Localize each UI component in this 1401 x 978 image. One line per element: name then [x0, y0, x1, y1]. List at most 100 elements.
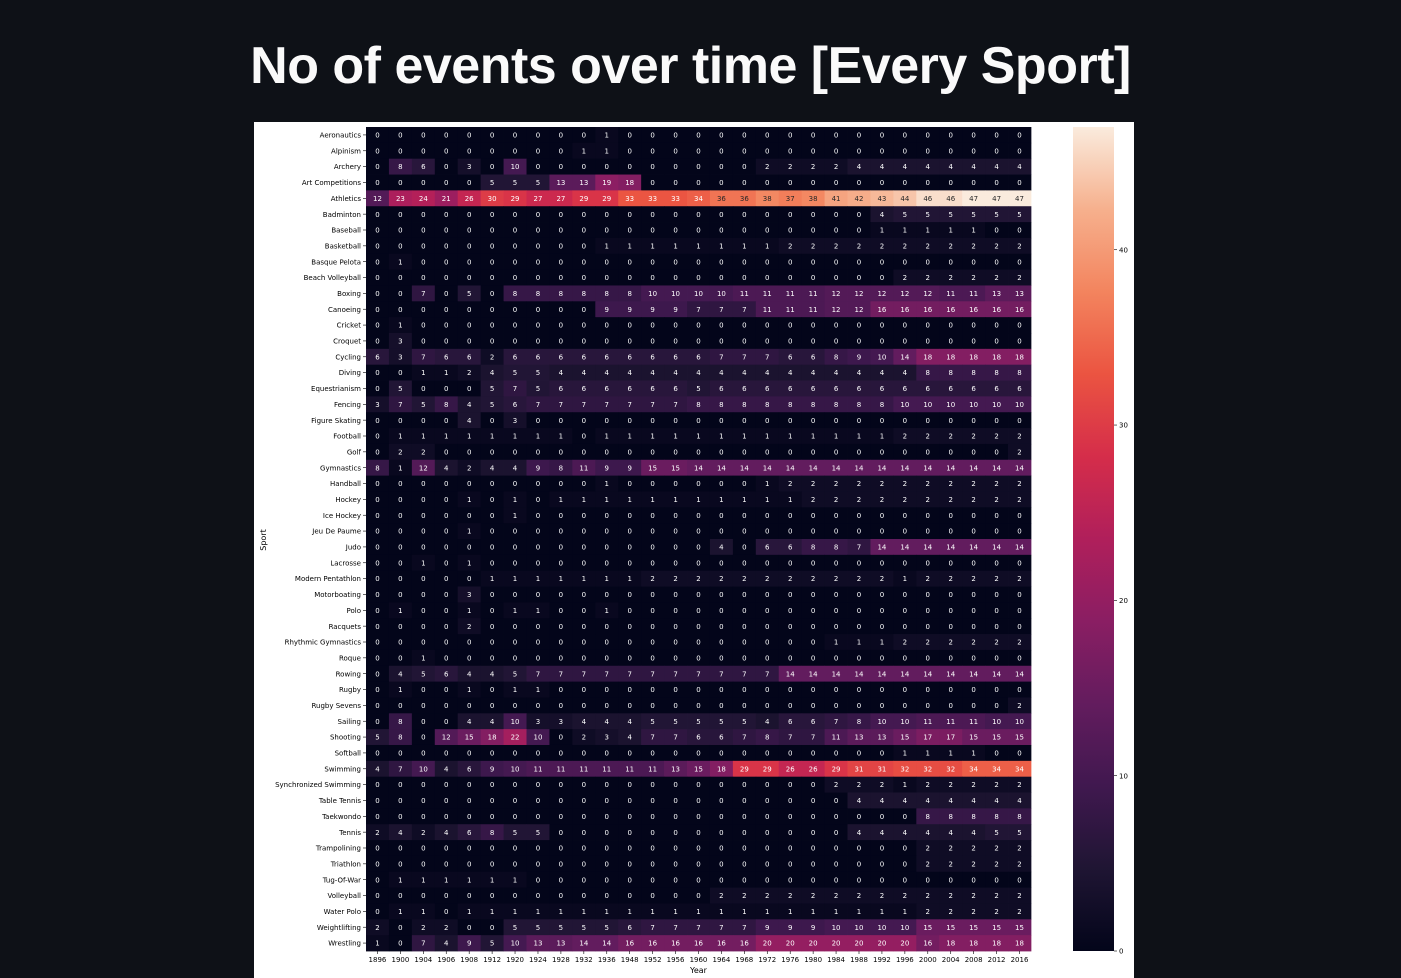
cell-value-label: 1 [398, 686, 402, 694]
heatmap-cell [549, 222, 573, 239]
cell-value-label: 0 [375, 575, 379, 583]
heatmap-cell [549, 744, 573, 762]
cell-value-label: 0 [719, 654, 723, 662]
heatmap-cell [687, 269, 711, 286]
cell-value-label: 0 [696, 750, 700, 758]
heatmap-cell [732, 776, 757, 793]
heatmap-cell [549, 396, 573, 413]
cell-value-label: 4 [994, 797, 999, 805]
cell-value-label: 0 [765, 227, 769, 235]
cell-value-label: 13 [671, 765, 680, 773]
heatmap-cell [1008, 491, 1032, 508]
cell-value-label: 7 [673, 734, 677, 742]
heatmap-cell [641, 412, 665, 429]
cell-value-label: 0 [673, 750, 677, 758]
heatmap-cell [595, 792, 619, 809]
cell-value-label: 2 [948, 845, 952, 853]
cell-value-label: 11 [579, 765, 588, 773]
heatmap-cell [434, 570, 459, 587]
heatmap-cell [939, 428, 963, 445]
heatmap-cell [572, 602, 596, 619]
heatmap-cell [985, 237, 1009, 255]
heatmap-cell [939, 570, 963, 587]
heatmap-cell [434, 428, 459, 445]
heatmap-cell [916, 887, 940, 904]
cell-value-label: 7 [834, 718, 838, 726]
cell-value-label: 1 [467, 607, 471, 615]
heatmap-cell [985, 507, 1009, 524]
heatmap-cell [572, 634, 596, 651]
heatmap-cell [985, 602, 1009, 619]
cell-value-label: 0 [375, 559, 379, 567]
heatmap-cell [709, 269, 734, 286]
heatmap-cell [457, 317, 482, 334]
heatmap-cell [595, 158, 619, 175]
cell-value-label: 0 [880, 559, 884, 567]
cell-value-label: 0 [467, 512, 471, 520]
x-tick-label: 2004 [942, 956, 960, 964]
cell-value-label: 0 [444, 797, 448, 805]
heatmap-cell [641, 364, 665, 381]
heatmap-cell [687, 840, 711, 857]
heatmap-cell [366, 744, 390, 762]
heatmap-cell [893, 142, 917, 160]
heatmap-cell [618, 539, 642, 556]
cell-value-label: 7 [742, 353, 746, 361]
heatmap-cell [847, 602, 871, 619]
cell-value-label: 0 [834, 654, 838, 662]
heatmap-cell [595, 396, 619, 413]
heatmap-cell [503, 364, 527, 381]
heatmap-cell [732, 744, 757, 762]
heatmap-cell [388, 475, 413, 492]
cell-value-label: 0 [765, 528, 769, 536]
cell-value-label: 0 [444, 686, 448, 694]
cell-value-label: 1 [490, 575, 494, 583]
heatmap-cell [687, 729, 711, 746]
cell-value-label: 14 [740, 464, 749, 472]
cell-value-label: 10 [511, 718, 520, 726]
heatmap-cell [503, 206, 527, 223]
y-tick-label: Ice Hockey [323, 512, 361, 520]
cell-value-label: 7 [582, 670, 586, 678]
x-tick-label: 1924 [529, 956, 547, 964]
cell-value-label: 0 [719, 781, 723, 789]
cell-value-label: 9 [605, 464, 609, 472]
cell-value-label: 0 [536, 639, 540, 647]
heatmap-cell [618, 174, 642, 191]
heatmap-cell [755, 586, 780, 603]
heatmap-cell [939, 618, 963, 635]
cell-value-label: 0 [765, 211, 769, 219]
cell-value-label: 0 [650, 686, 654, 694]
cell-value-label: 0 [559, 892, 563, 900]
heatmap-cell [687, 602, 711, 619]
cell-value-label: 0 [857, 512, 861, 520]
heatmap-cell [549, 539, 573, 556]
cell-value-label: 29 [579, 195, 588, 203]
cell-value-label: 0 [788, 322, 792, 330]
heatmap-cell [526, 364, 550, 381]
heatmap-cell [503, 634, 527, 651]
cell-value-label: 2 [742, 892, 746, 900]
cell-value-label: 0 [971, 448, 975, 456]
cell-value-label: 0 [467, 639, 471, 647]
heatmap-cell [618, 285, 642, 302]
heatmap-cell [572, 237, 596, 255]
cell-value-label: 6 [765, 544, 770, 552]
heatmap-cell [388, 190, 413, 207]
heatmap-cell [595, 634, 619, 651]
cell-value-label: 0 [719, 512, 723, 520]
heatmap-cell [985, 792, 1009, 809]
heatmap-cell [732, 634, 757, 651]
cell-value-label: 0 [926, 179, 930, 187]
heatmap-cell [916, 681, 940, 698]
cell-value-label: 0 [559, 654, 563, 662]
cell-value-label: 2 [1017, 639, 1021, 647]
cell-value-label: 0 [536, 417, 540, 425]
y-tick-label: Boxing [337, 290, 361, 298]
cell-value-label: 4 [467, 718, 472, 726]
cell-value-label: 0 [490, 702, 494, 710]
cell-value-label: 0 [582, 306, 586, 314]
heatmap-cell [388, 507, 413, 524]
heatmap-cell [824, 301, 848, 318]
cell-value-label: 0 [375, 274, 379, 282]
